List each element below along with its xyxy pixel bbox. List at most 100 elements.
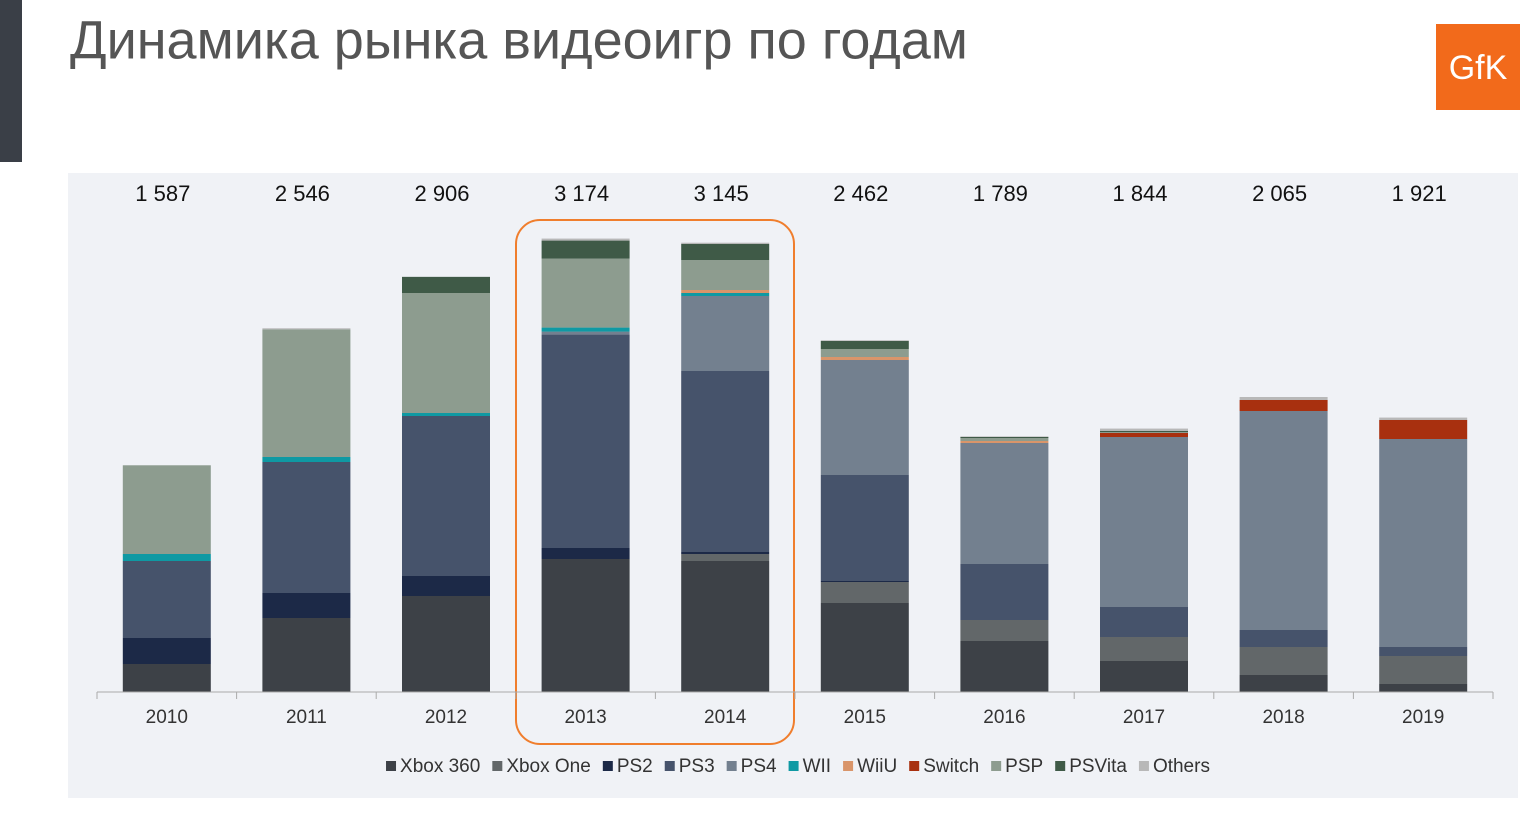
legend-swatch <box>991 761 1002 771</box>
bar-segment <box>122 638 211 664</box>
legend-swatch <box>843 761 854 771</box>
bar-segment <box>960 564 1049 620</box>
x-tick-label: 2014 <box>704 707 747 728</box>
total-label: 3 145 <box>694 181 749 206</box>
bar-segment <box>1100 428 1188 431</box>
legend-swatch <box>602 761 613 771</box>
total-label: 1 844 <box>1112 181 1167 206</box>
bar-segment <box>1100 637 1188 661</box>
legend-label: PS3 <box>679 756 715 777</box>
legend-swatch <box>726 761 737 771</box>
bar-segment <box>681 244 770 260</box>
legend-label: PS4 <box>741 756 777 777</box>
total-label: 1 921 <box>1392 181 1447 206</box>
x-tick-label: 2016 <box>983 707 1025 728</box>
side-bar <box>0 0 22 162</box>
legend-swatch <box>386 761 397 771</box>
bar-segment <box>1100 432 1188 433</box>
bar-segment <box>820 581 909 582</box>
bar-segment <box>262 462 351 593</box>
total-label: 2 906 <box>414 181 469 206</box>
bar-segment <box>681 371 770 552</box>
legend-label: Xbox One <box>506 756 591 777</box>
bar-segment <box>820 603 909 692</box>
bar-segment <box>820 341 909 349</box>
x-tick-label: 2011 <box>286 707 327 728</box>
legend-swatch <box>492 761 503 771</box>
x-tick-label: 2018 <box>1262 707 1304 728</box>
bar-segment <box>1379 647 1468 656</box>
bar-segment <box>681 290 770 293</box>
bar-segment <box>1239 411 1328 630</box>
bar-segment <box>1100 607 1188 637</box>
bar-segment <box>681 242 770 244</box>
bar-segment <box>402 416 490 576</box>
bar-segment <box>1379 420 1468 439</box>
bar-segment <box>541 238 630 241</box>
bar-segment <box>402 576 490 596</box>
bar-segment <box>1100 437 1188 607</box>
bar-segment <box>541 327 630 332</box>
x-tick-label: 2017 <box>1123 707 1165 728</box>
bar-segment <box>960 436 1049 437</box>
legend-swatch <box>664 761 675 771</box>
highlight-box <box>515 219 795 745</box>
legend-label: PS2 <box>617 756 653 777</box>
bar-segment <box>541 559 630 692</box>
legend-label: PSP <box>1005 756 1043 777</box>
bar-segment <box>541 331 630 335</box>
bar-segment <box>820 582 909 603</box>
bar-segment <box>681 561 770 692</box>
bar-segment <box>960 443 1049 564</box>
bar-segment <box>820 340 909 341</box>
bar-segment <box>262 328 351 330</box>
bar-segment <box>1100 431 1188 432</box>
bar-segment <box>1239 397 1328 400</box>
x-tick-label: 2012 <box>425 707 467 728</box>
legend-label: Switch <box>923 756 979 777</box>
legend-swatch <box>788 761 799 771</box>
bar-segment <box>262 329 351 457</box>
logo: GfK <box>1449 49 1508 87</box>
total-label: 2 546 <box>275 181 330 206</box>
bar-segment <box>1379 439 1468 647</box>
bar-segment <box>122 554 211 561</box>
bar-segment <box>122 465 211 554</box>
bar-segment <box>960 641 1049 692</box>
x-tick-label: 2019 <box>1402 707 1444 728</box>
bar-segment <box>681 554 770 561</box>
bar-segment <box>820 349 909 357</box>
legend-swatch <box>1138 761 1149 771</box>
bar-segment <box>681 296 770 371</box>
total-label: 2 462 <box>833 181 888 206</box>
bar-segment <box>960 438 1049 441</box>
bar-segment <box>541 258 630 328</box>
legend-swatch <box>909 761 920 771</box>
logo-box <box>1436 24 1520 110</box>
total-label: 3 174 <box>554 181 609 206</box>
legend-label: WII <box>803 756 832 777</box>
bar-segment <box>1239 675 1328 692</box>
bar-segment <box>1239 647 1328 675</box>
bar-segment <box>262 618 351 692</box>
legend-label: PSVita <box>1069 756 1127 777</box>
bar-segment <box>122 561 211 638</box>
legend-swatch <box>1055 761 1066 771</box>
bar-segment <box>541 548 630 559</box>
bar-segment <box>1239 630 1328 647</box>
bar-segment <box>820 475 909 581</box>
bar-segment <box>960 437 1049 438</box>
bar-segment <box>960 620 1049 641</box>
bar-segment <box>1100 661 1188 692</box>
total-label: 2 065 <box>1252 181 1307 206</box>
bar-segment <box>541 240 630 259</box>
bar-segment <box>960 441 1049 443</box>
legend-label: Others <box>1153 756 1210 777</box>
bar-segment <box>122 664 211 692</box>
bar-segment <box>402 276 490 293</box>
bar-segment <box>1379 417 1468 420</box>
bar-segment <box>1379 684 1468 692</box>
bar-segment <box>681 260 770 290</box>
